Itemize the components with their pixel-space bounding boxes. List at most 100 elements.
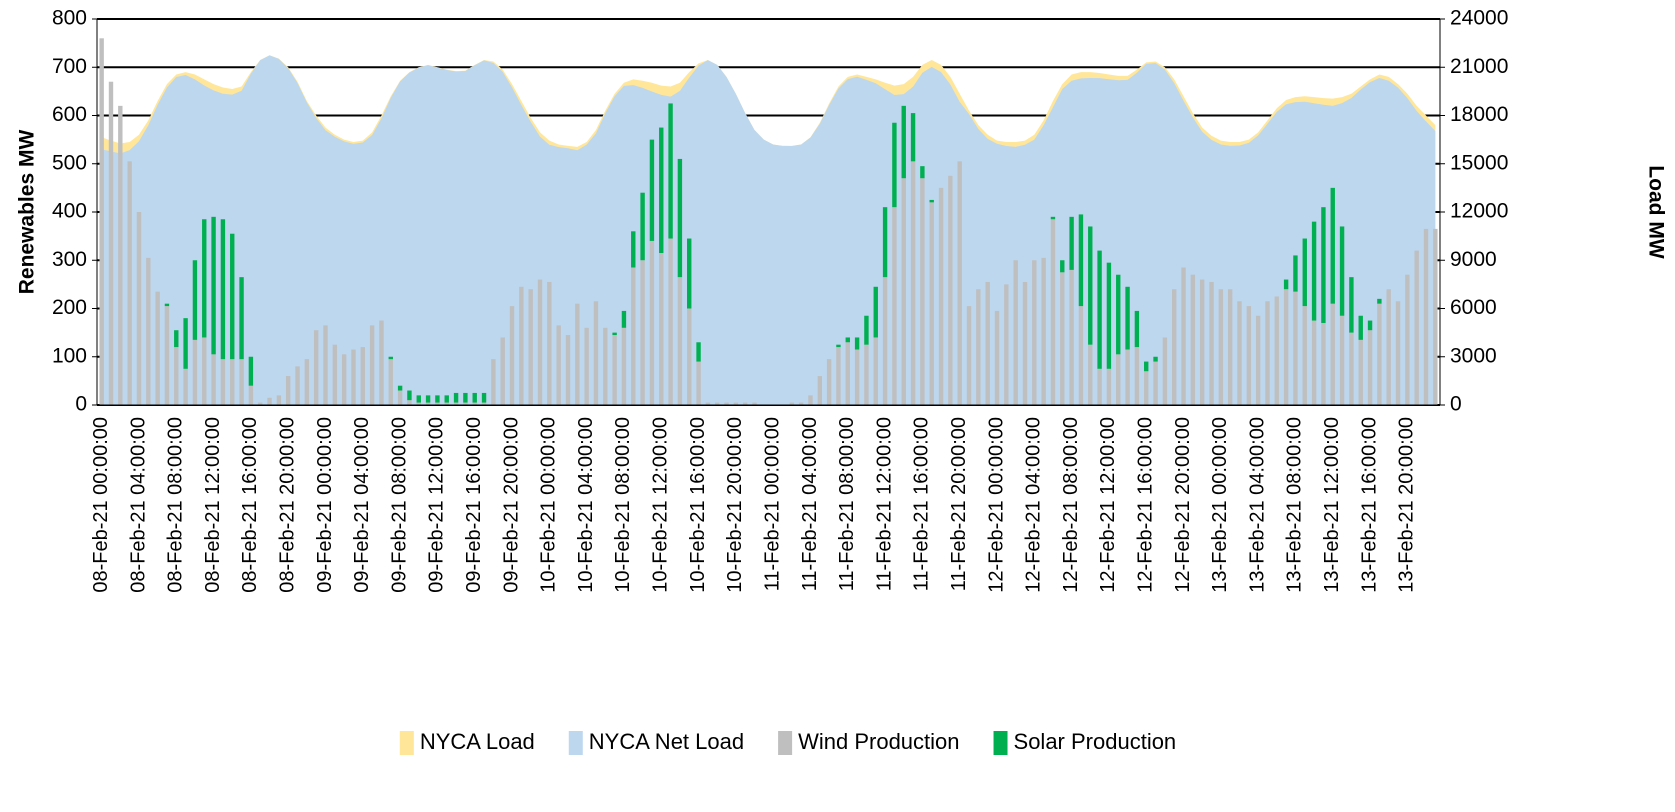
bar	[1050, 216, 1056, 220]
bar	[99, 38, 104, 406]
bar	[892, 207, 897, 405]
bar	[1265, 301, 1270, 405]
bar	[127, 161, 132, 405]
bar	[1302, 238, 1307, 307]
x-tick-label: 08-Feb-21 04:00:00	[127, 417, 149, 593]
bar	[1078, 306, 1084, 405]
bar	[369, 325, 375, 405]
bar	[556, 325, 561, 405]
bar	[1377, 298, 1382, 304]
y-tick-label: 200	[52, 296, 87, 319]
bar	[136, 212, 142, 405]
x-tick-label: 08-Feb-21 12:00:00	[202, 417, 224, 593]
legend-item: NYCA Net Load	[568, 729, 744, 755]
bar	[798, 402, 804, 405]
bar	[1255, 315, 1261, 405]
bar	[1162, 337, 1168, 405]
legend-label: NYCA Net Load	[589, 729, 744, 754]
bar	[1237, 301, 1242, 405]
bar	[910, 161, 916, 405]
bar	[164, 306, 170, 405]
bar	[528, 289, 533, 405]
x-tick-label: 08-Feb-21 20:00:00	[276, 417, 298, 593]
x-tick-label: 09-Feb-21 04:00:00	[351, 417, 373, 593]
bar	[1339, 315, 1345, 405]
bar	[1367, 330, 1373, 405]
bar	[1041, 257, 1046, 405]
legend-item: Wind Production	[778, 729, 960, 755]
bar	[854, 349, 860, 405]
bar	[481, 402, 487, 405]
bar	[1134, 310, 1140, 348]
legend-item: Solar Production	[993, 729, 1177, 755]
bar	[547, 281, 552, 405]
bar	[1311, 320, 1317, 405]
bar	[1060, 260, 1065, 273]
bar	[929, 202, 934, 405]
y-tick-label: 800	[52, 7, 87, 30]
bar	[248, 385, 254, 405]
bar	[285, 376, 291, 405]
legend-label: Solar Production	[1014, 729, 1177, 754]
bar	[1302, 306, 1307, 405]
bar	[230, 233, 235, 360]
bar	[1199, 279, 1205, 405]
bar	[500, 337, 505, 405]
bar	[463, 392, 468, 403]
bar	[202, 219, 207, 338]
bar	[640, 192, 645, 261]
bar	[1414, 250, 1419, 405]
legend-swatch	[993, 731, 1008, 755]
bar	[1367, 320, 1373, 331]
x-tick-label: 11-Feb-21 00:00:00	[761, 417, 783, 591]
bar	[435, 395, 440, 403]
bar	[1097, 368, 1102, 405]
bar	[1349, 277, 1354, 333]
bar	[696, 342, 701, 362]
bar	[687, 238, 692, 309]
bar	[118, 105, 123, 405]
y2-tick-label: 21000	[1450, 55, 1508, 78]
bar	[1358, 339, 1363, 405]
bar	[864, 344, 869, 405]
bar	[416, 402, 421, 405]
bar	[1349, 332, 1354, 405]
x-tick-label: 11-Feb-21 12:00:00	[873, 417, 895, 591]
bar	[966, 306, 972, 405]
bar	[472, 392, 477, 403]
bar	[248, 356, 254, 386]
bar	[1088, 344, 1093, 405]
bar	[1022, 281, 1028, 405]
bar	[313, 330, 319, 405]
bar	[1339, 226, 1345, 316]
x-tick-label: 11-Feb-21 16:00:00	[911, 417, 933, 591]
bar	[1293, 255, 1298, 292]
bar	[733, 402, 739, 405]
bar	[826, 359, 832, 405]
x-tick-label: 12-Feb-21 00:00:00	[985, 417, 1007, 593]
bar	[1106, 262, 1112, 369]
bar	[183, 368, 188, 405]
x-tick-label: 13-Feb-21 04:00:00	[1246, 417, 1268, 593]
y-tick-label: 600	[52, 103, 87, 126]
bar	[882, 277, 888, 405]
bar	[1116, 274, 1121, 355]
bar	[957, 161, 962, 405]
x-tick-label: 11-Feb-21 08:00:00	[836, 417, 858, 591]
bar	[1088, 226, 1093, 345]
bar	[341, 354, 347, 405]
bar	[1330, 303, 1335, 405]
bar	[351, 349, 356, 405]
y2-tick-label: 24000	[1450, 7, 1508, 30]
bar	[1171, 289, 1177, 405]
bar	[360, 347, 366, 405]
bar	[481, 392, 487, 403]
bar	[164, 303, 170, 307]
bar	[1321, 207, 1326, 323]
x-tick-label: 13-Feb-21 12:00:00	[1321, 417, 1343, 593]
bar	[1218, 289, 1224, 405]
x-tick-label: 12-Feb-21 12:00:00	[1097, 417, 1119, 593]
bar	[211, 216, 216, 355]
bar	[155, 291, 160, 405]
